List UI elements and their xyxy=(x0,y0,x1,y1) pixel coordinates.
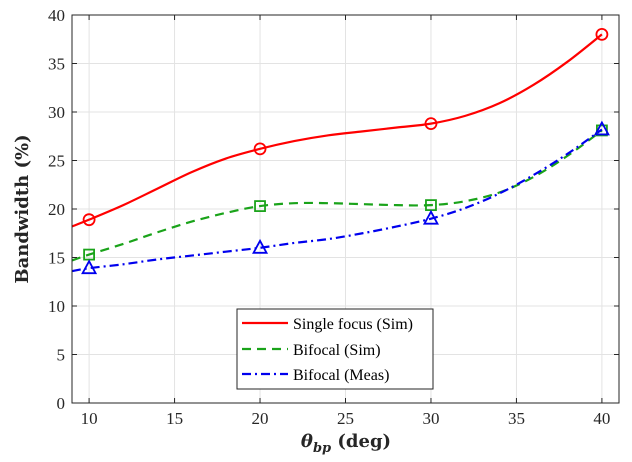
y-axis-title: Bandwidth (%) xyxy=(12,134,33,283)
x-axis-title-subscript: bp xyxy=(313,441,331,456)
x-tick-label: 30 xyxy=(422,409,439,428)
y-tick-label: 40 xyxy=(48,6,65,25)
y-tick-label: 15 xyxy=(48,249,65,268)
marker-single-focus-sim xyxy=(82,213,96,227)
y-tick-label: 25 xyxy=(48,152,65,171)
marker-bifocal-meas xyxy=(593,120,610,136)
y-tick-label: 30 xyxy=(48,103,65,122)
x-tick-label: 10 xyxy=(81,409,98,428)
x-axis-title-symbol: θ xyxy=(301,431,313,452)
marker-single-focus-sim xyxy=(253,142,267,156)
x-tick-label: 35 xyxy=(508,409,525,428)
series-layer xyxy=(71,33,603,273)
legend-label-single-focus-sim: Single focus (Sim) xyxy=(293,316,413,333)
series-line-bifocal-meas xyxy=(71,128,603,273)
series-line-bifocal-sim xyxy=(71,129,603,262)
marker-bifocal-meas xyxy=(422,209,439,225)
marker-bifocal-meas xyxy=(81,259,98,275)
tick-labels-layer: 10 15 20 25 30 35 40 0 5 10 15 20 25 30 35 40 xyxy=(48,6,610,428)
legend-label-bifocal-meas: Bifocal (Meas) xyxy=(293,367,389,384)
y-tick-label: 20 xyxy=(48,200,65,219)
x-axis-title-unit: (deg) xyxy=(331,431,391,452)
marker-bifocal-sim xyxy=(254,200,266,212)
markers-layer xyxy=(81,28,610,275)
y-tick-label: 10 xyxy=(48,297,65,316)
x-tick-label: 40 xyxy=(593,409,610,428)
marker-bifocal-meas xyxy=(252,238,269,254)
marker-single-focus-sim xyxy=(595,28,609,41)
ticks-layer xyxy=(72,14,619,404)
x-tick-label: 15 xyxy=(166,409,183,428)
x-axis-title: θbp (deg) xyxy=(301,431,391,456)
x-tick-label: 20 xyxy=(252,409,269,428)
marker-single-focus-sim xyxy=(424,117,438,131)
series-line-single-focus-sim xyxy=(71,33,603,228)
legend-label-bifocal-sim: Bifocal (Sim) xyxy=(293,342,381,359)
y-tick-label: 5 xyxy=(57,346,66,365)
y-tick-label: 0 xyxy=(57,394,66,413)
y-tick-label: 35 xyxy=(48,55,65,74)
x-tick-label: 25 xyxy=(337,409,354,428)
legend: Single focus (Sim) Bifocal (Sim) Bifocal… xyxy=(236,308,434,390)
